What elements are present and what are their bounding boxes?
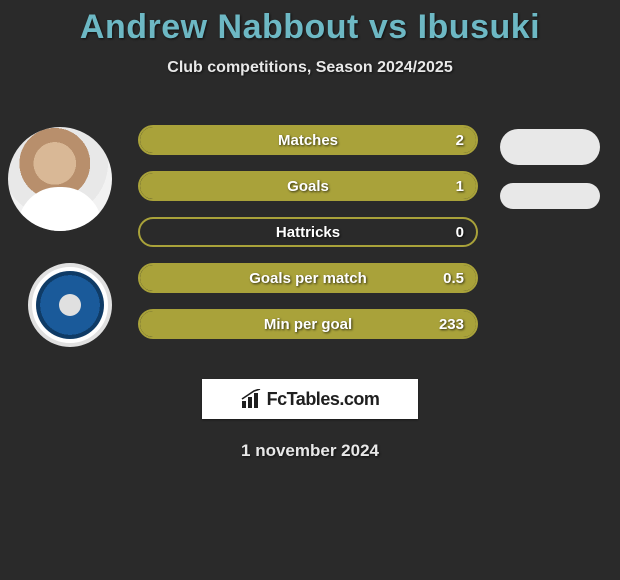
stat-row: Hattricks 0 bbox=[138, 217, 478, 247]
date-line: 1 november 2024 bbox=[0, 441, 620, 461]
stat-row: Matches 2 bbox=[138, 125, 478, 155]
player2-avatar-placeholder bbox=[500, 129, 600, 165]
stat-value-right: 2 bbox=[456, 132, 464, 149]
stat-row: Min per goal 233 bbox=[138, 309, 478, 339]
stat-label: Goals bbox=[287, 178, 329, 195]
stat-bars: Matches 2 Goals 1 Hattricks 0 Goals per match 0… bbox=[138, 125, 478, 355]
stat-value-right: 1 bbox=[456, 178, 464, 195]
stat-value-right: 0 bbox=[456, 224, 464, 241]
player1-avatar bbox=[8, 127, 112, 231]
stat-value-right: 0.5 bbox=[443, 270, 464, 287]
comparison-area: Matches 2 Goals 1 Hattricks 0 Goals per match 0… bbox=[0, 107, 620, 357]
stat-label: Min per goal bbox=[264, 316, 352, 333]
stat-row: Goals per match 0.5 bbox=[138, 263, 478, 293]
stat-row: Goals 1 bbox=[138, 171, 478, 201]
brand-text: FcTables.com bbox=[267, 389, 380, 410]
brand-watermark: FcTables.com bbox=[202, 379, 418, 419]
stat-label: Goals per match bbox=[249, 270, 367, 287]
player1-club-badge bbox=[28, 263, 112, 347]
stat-value-right: 233 bbox=[439, 316, 464, 333]
subtitle: Club competitions, Season 2024/2025 bbox=[0, 59, 620, 77]
stat-label: Hattricks bbox=[276, 224, 340, 241]
page-title: Andrew Nabbout vs Ibusuki bbox=[0, 0, 620, 47]
player2-club-badge-placeholder bbox=[500, 183, 600, 209]
brand-chart-icon bbox=[241, 389, 263, 409]
stat-label: Matches bbox=[278, 132, 338, 149]
